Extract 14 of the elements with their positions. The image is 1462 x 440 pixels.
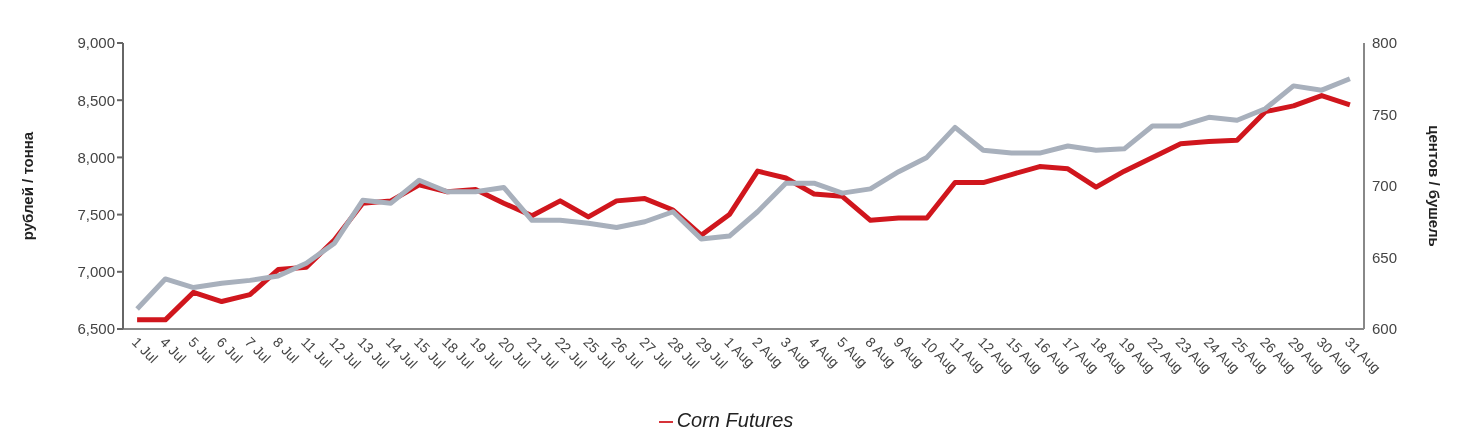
y2-axis-title: центов / бушель	[1425, 125, 1443, 247]
y-tick-label: 7,000	[77, 263, 115, 281]
y-tick-label: 9,000	[77, 34, 115, 52]
y-tick-label: 6,500	[77, 320, 115, 338]
y2-tick-label: 600	[1372, 320, 1398, 338]
legend-label: Corn Futures	[676, 409, 794, 431]
y-axis-title: рублей / тонна	[19, 131, 37, 241]
y-tick-label: 8,000	[77, 148, 115, 166]
y-tick-label: 8,500	[77, 91, 115, 109]
y2-tick-label: 650	[1372, 248, 1398, 266]
y-tick-label: 7,500	[77, 205, 115, 223]
y2-tick-label: 800	[1372, 34, 1398, 52]
y2-tick-label: 700	[1372, 177, 1398, 195]
y2-tick-label: 750	[1372, 105, 1398, 123]
